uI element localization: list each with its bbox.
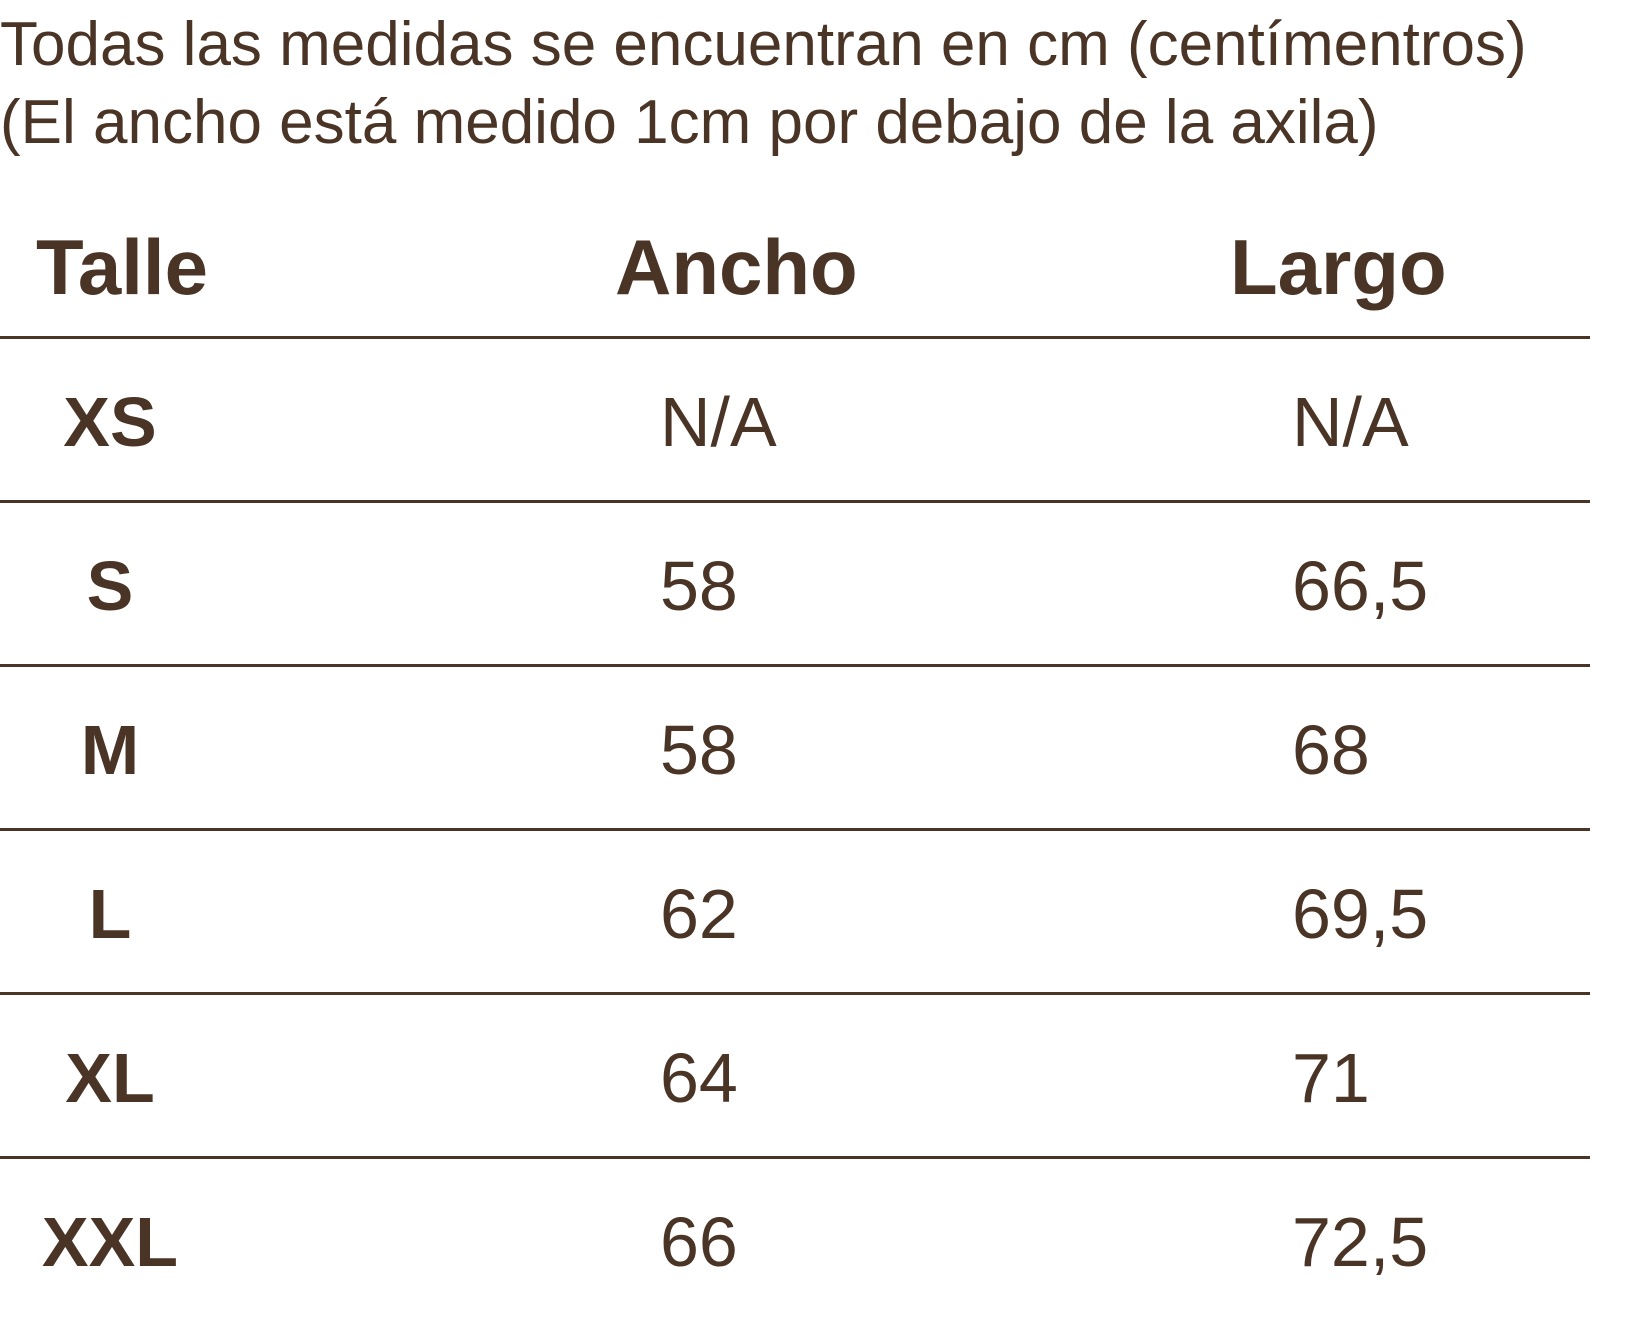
table-row: XXL 66 72,5 [0, 1159, 1590, 1320]
table-row: S 58 66,5 [0, 503, 1590, 667]
table-row: XS N/A N/A [0, 339, 1590, 503]
largo-value: 72,5 [1292, 1203, 1429, 1281]
size-chart-table: Talle Ancho Largo XS N/A N/A S 58 66,5 M… [0, 210, 1590, 1320]
width-note: (El ancho está medido 1cm por debajo de … [0, 88, 1379, 157]
largo-value: 71 [1292, 1039, 1370, 1117]
size-label: L [88, 875, 132, 953]
largo-value: N/A [1292, 383, 1409, 461]
size-label: M [80, 711, 140, 789]
ancho-value: 64 [660, 1039, 738, 1117]
ancho-value: 66 [660, 1203, 738, 1281]
table-row: M 58 68 [0, 667, 1590, 831]
size-label: S [86, 547, 134, 625]
largo-value: 69,5 [1292, 875, 1429, 953]
table-header-row: Talle Ancho Largo [0, 210, 1590, 339]
header-talle: Talle [36, 223, 208, 311]
header-largo: Largo [1230, 223, 1447, 311]
ancho-value: 58 [660, 711, 738, 789]
size-label: XS [63, 383, 157, 461]
measurement-note: Todas las medidas se encuentran en cm (c… [0, 10, 1527, 79]
size-label: XL [65, 1039, 155, 1117]
size-label: XXL [41, 1203, 179, 1281]
table-row: L 62 69,5 [0, 831, 1590, 995]
table-row: XL 64 71 [0, 995, 1590, 1159]
largo-value: 68 [1292, 711, 1370, 789]
ancho-value: N/A [660, 383, 777, 461]
ancho-value: 62 [660, 875, 738, 953]
largo-value: 66,5 [1292, 547, 1429, 625]
ancho-value: 58 [660, 547, 738, 625]
header-ancho: Ancho [615, 223, 858, 311]
